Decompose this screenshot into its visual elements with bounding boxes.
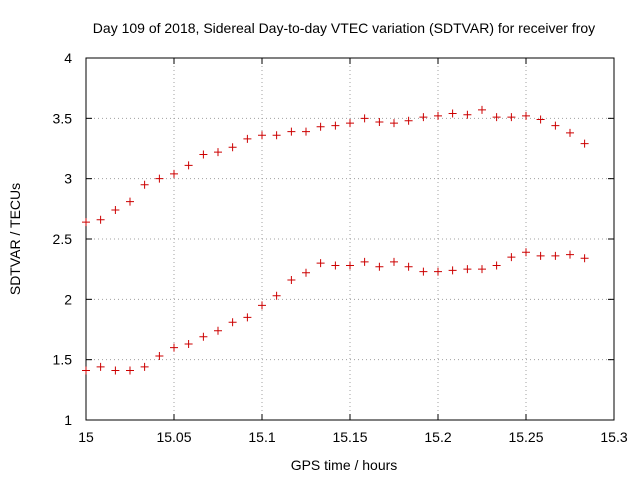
data-point-lower bbox=[155, 352, 164, 361]
data-point-lower bbox=[463, 265, 472, 274]
data-point-upper bbox=[82, 218, 90, 227]
data-point-upper bbox=[228, 143, 237, 152]
y-tick-label: 2 bbox=[64, 291, 72, 307]
data-point-upper bbox=[404, 116, 413, 125]
y-tick-label: 4 bbox=[64, 50, 72, 66]
data-point-upper bbox=[360, 114, 369, 123]
y-tick-label: 3.5 bbox=[53, 110, 73, 126]
data-point-lower bbox=[434, 267, 442, 276]
x-axis-tick-labels: 15 15.05 15.1 15.15 15.2 15.25 15.3 bbox=[78, 429, 628, 445]
data-point-upper bbox=[448, 109, 457, 118]
data-point-upper bbox=[346, 119, 354, 128]
x-tick-label: 15.05 bbox=[156, 429, 191, 445]
data-point-upper bbox=[390, 119, 398, 128]
data-point-upper bbox=[580, 139, 589, 148]
data-point-lower bbox=[419, 267, 428, 276]
data-point-lower bbox=[287, 276, 296, 285]
data-point-lower bbox=[448, 266, 457, 275]
data-point-upper bbox=[331, 121, 340, 130]
data-point-lower bbox=[375, 262, 384, 271]
data-point-upper bbox=[551, 121, 560, 130]
data-point-lower bbox=[580, 254, 589, 263]
data-point-lower bbox=[566, 250, 574, 259]
data-point-lower bbox=[492, 261, 501, 270]
axis-ticks bbox=[85, 57, 615, 421]
data-point-upper bbox=[302, 127, 310, 136]
data-point-lower bbox=[96, 362, 105, 371]
data-point-lower bbox=[214, 326, 222, 335]
data-point-upper bbox=[522, 111, 530, 120]
x-axis-label: GPS time / hours bbox=[291, 457, 398, 473]
data-point-upper bbox=[492, 113, 501, 122]
x-tick-label: 15.15 bbox=[332, 429, 367, 445]
y-tick-label: 2.5 bbox=[53, 231, 73, 247]
data-point-upper bbox=[287, 127, 296, 136]
data-point-lower bbox=[184, 339, 193, 348]
y-tick-label: 3 bbox=[64, 171, 72, 187]
data-point-upper bbox=[419, 113, 428, 122]
data-point-lower bbox=[126, 366, 134, 375]
data-point-upper bbox=[463, 110, 472, 119]
x-tick-label: 15 bbox=[78, 429, 94, 445]
data-point-upper bbox=[566, 128, 574, 137]
data-point-lower bbox=[522, 248, 530, 257]
data-point-lower bbox=[390, 257, 398, 266]
data-point-lower bbox=[228, 318, 237, 327]
y-tick-label: 1.5 bbox=[53, 352, 73, 368]
data-point-upper bbox=[170, 169, 178, 178]
data-point-upper bbox=[243, 134, 252, 143]
data-point-lower bbox=[140, 362, 149, 371]
data-point-upper bbox=[111, 206, 120, 215]
data-point-upper bbox=[258, 131, 266, 140]
data-point-lower bbox=[536, 251, 545, 260]
data-point-lower bbox=[551, 251, 560, 260]
data-point-upper bbox=[199, 150, 208, 159]
data-point-lower bbox=[316, 259, 325, 268]
data-point-lower bbox=[272, 291, 281, 300]
data-point-lower bbox=[346, 261, 354, 270]
data-point-lower bbox=[170, 343, 178, 352]
data-point-lower bbox=[302, 268, 310, 277]
data-point-upper bbox=[214, 148, 222, 157]
data-point-lower bbox=[199, 332, 208, 341]
data-point-lower bbox=[258, 301, 266, 310]
data-point-upper bbox=[126, 197, 134, 206]
x-tick-label: 15.25 bbox=[508, 429, 543, 445]
data-point-upper bbox=[316, 122, 325, 131]
y-axis-tick-labels: 1 1.5 2 2.5 3 3.5 4 bbox=[53, 50, 73, 428]
data-point-upper bbox=[478, 105, 486, 114]
data-point-lower bbox=[82, 366, 90, 375]
data-point-upper bbox=[536, 115, 545, 124]
data-point-upper bbox=[140, 180, 149, 189]
data-point-upper bbox=[375, 117, 384, 126]
x-tick-label: 15.3 bbox=[600, 429, 627, 445]
data-point-lower bbox=[111, 366, 120, 375]
data-point-upper bbox=[96, 215, 105, 224]
data-point-lower bbox=[478, 265, 486, 274]
data-point-upper bbox=[272, 131, 281, 140]
y-tick-label: 1 bbox=[64, 412, 72, 428]
x-tick-label: 15.2 bbox=[424, 429, 451, 445]
data-points bbox=[82, 105, 589, 375]
grid bbox=[86, 58, 614, 420]
data-point-upper bbox=[155, 174, 164, 183]
data-point-lower bbox=[243, 313, 252, 322]
data-point-upper bbox=[184, 161, 193, 170]
data-point-lower bbox=[331, 261, 340, 270]
data-point-lower bbox=[404, 262, 413, 271]
data-point-upper bbox=[434, 111, 442, 120]
x-tick-label: 15.1 bbox=[248, 429, 275, 445]
chart-title: Day 109 of 2018, Sidereal Day-to-day VTE… bbox=[93, 20, 595, 36]
data-point-lower bbox=[360, 257, 369, 266]
data-point-lower bbox=[507, 253, 516, 262]
y-axis-label: SDTVAR / TECUs bbox=[7, 183, 23, 295]
data-point-upper bbox=[507, 113, 516, 122]
